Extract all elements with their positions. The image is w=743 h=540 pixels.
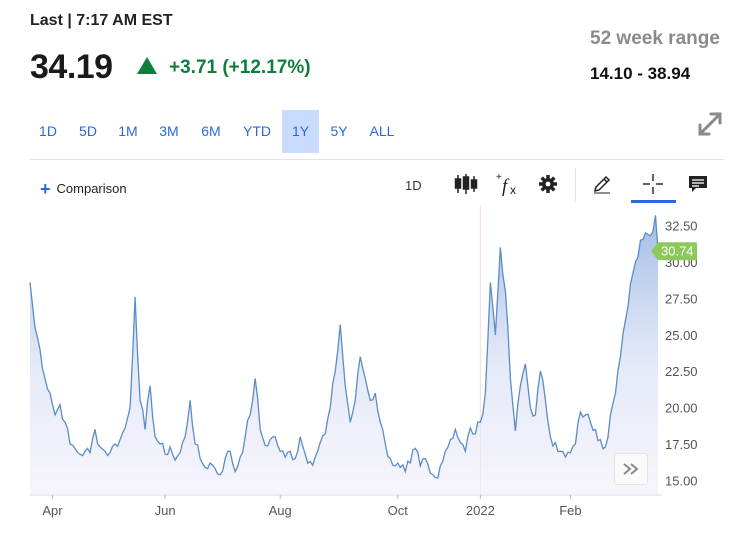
week-range-value: 14.10 - 38.94 <box>590 64 691 83</box>
range-5y-button[interactable]: 5Y <box>330 123 348 139</box>
price-line <box>29 215 659 479</box>
x-tick-label: Apr <box>42 503 63 518</box>
scroll-to-latest-button[interactable] <box>614 453 648 485</box>
price-area-fill <box>30 215 658 495</box>
pencil-icon[interactable] <box>588 170 616 198</box>
up-arrow-icon <box>137 57 157 74</box>
x-tick-label: Oct <box>388 503 409 518</box>
price-chart[interactable]: 15.0017.5020.0022.5025.0027.5030.0032.50… <box>0 205 743 540</box>
tool-divider <box>575 168 576 202</box>
last-price: 34.19 <box>30 48 113 86</box>
x-tick-label: Jun <box>155 503 176 518</box>
svg-text:+: + <box>496 172 502 183</box>
plus-icon: + <box>40 179 51 199</box>
crosshair-icon[interactable] <box>639 170 667 198</box>
range-all-button[interactable]: ALL <box>369 123 395 139</box>
range-1y-button[interactable]: 1Y <box>282 110 319 153</box>
range-6m-button[interactable]: 6M <box>201 123 221 139</box>
range-5d-button[interactable]: 5D <box>79 123 97 139</box>
comparison-button[interactable]: + Comparison <box>40 179 127 200</box>
range-1m-button[interactable]: 1M <box>118 123 138 139</box>
range-3m-button[interactable]: 3M <box>159 123 179 139</box>
week-range-label: 52 week range <box>590 28 720 49</box>
x-tick-label: Feb <box>559 503 581 518</box>
price-change: +3.71 (+12.17%) <box>169 57 311 78</box>
crosshair-active-indicator <box>631 200 676 203</box>
last-value-label: 30.74 <box>661 244 694 259</box>
x-tick-label: 2022 <box>466 503 495 518</box>
double-chevron-right-icon <box>623 463 639 475</box>
interval-selector[interactable]: 1D <box>405 178 422 193</box>
function-icon[interactable]: + f x <box>494 170 522 198</box>
y-tick-label: 22.50 <box>665 364 698 379</box>
toolbar-divider <box>30 159 724 160</box>
expand-icon[interactable] <box>696 110 724 138</box>
last-trade-label: Last | 7:17 AM EST <box>30 12 173 29</box>
y-tick-label: 27.50 <box>665 291 698 306</box>
comparison-label: Comparison <box>56 181 127 196</box>
y-tick-label: 20.00 <box>665 401 698 416</box>
x-tick-label: Aug <box>269 503 292 518</box>
last-value-badge <box>651 242 697 261</box>
gear-icon[interactable] <box>534 170 562 198</box>
comment-icon[interactable] <box>684 170 712 198</box>
range-1d-button[interactable]: 1D <box>39 123 57 139</box>
y-tick-label: 17.50 <box>665 437 698 452</box>
svg-text:f: f <box>502 176 510 197</box>
candlestick-icon[interactable] <box>452 170 480 198</box>
y-tick-label: 32.50 <box>665 219 698 234</box>
svg-text:x: x <box>510 183 516 197</box>
y-tick-label: 25.00 <box>665 328 698 343</box>
range-ytd-button[interactable]: YTD <box>243 123 271 139</box>
y-tick-label: 15.00 <box>665 473 698 488</box>
